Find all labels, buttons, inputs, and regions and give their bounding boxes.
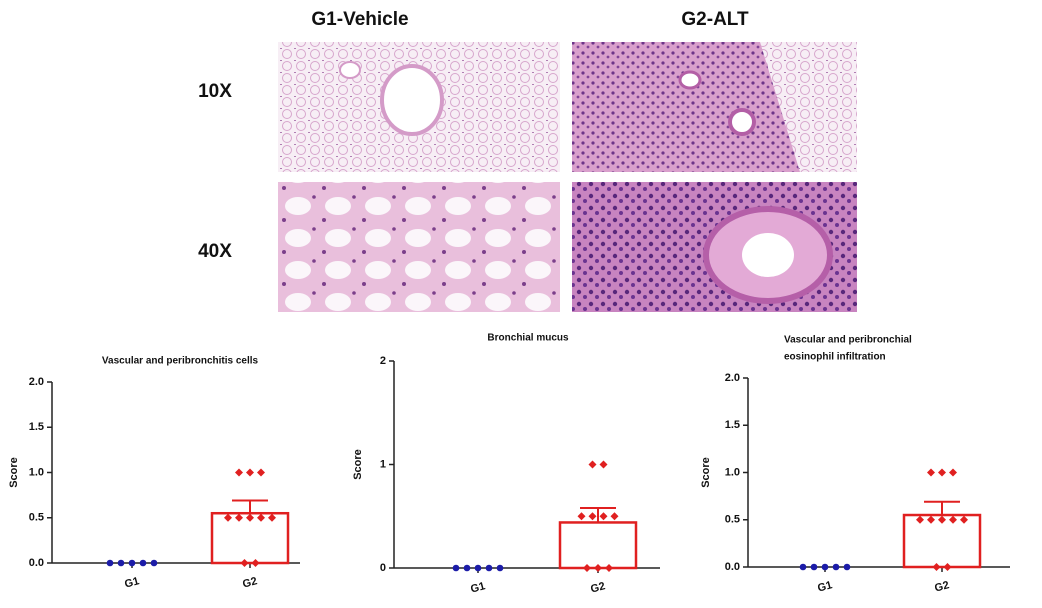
data-point: [452, 564, 460, 572]
chart-title: Vascular and peribronchial: [784, 335, 912, 346]
data-point: [599, 512, 608, 521]
data-point: [251, 559, 260, 567]
y-tick-label: 2: [380, 355, 386, 367]
data-point: [949, 515, 957, 524]
data-point: [599, 460, 608, 469]
data-point: [240, 559, 249, 567]
y-tick-label: 0.0: [725, 561, 740, 573]
chart-title: Vascular and peribronchitis cells: [102, 356, 259, 367]
data-point: [235, 468, 243, 477]
chart: Vascular and peribronchitis cells Score 0.…: [8, 356, 300, 591]
data-point: [960, 515, 968, 524]
data-point: [474, 564, 482, 572]
x-tick-label: G2: [241, 575, 258, 590]
data-point: [150, 559, 158, 567]
row-label: 40X: [198, 241, 232, 262]
column-label: G1-Vehicle: [311, 9, 408, 30]
micrograph: [572, 42, 857, 172]
row-label: 10X: [198, 81, 232, 102]
y-tick-label: 0.5: [725, 514, 740, 526]
data-point: [128, 559, 136, 567]
y-tick-label: 1: [380, 458, 386, 470]
y-axis-label: Score: [352, 449, 364, 480]
data-point: [916, 515, 924, 524]
micrograph: [278, 42, 560, 172]
data-point: [588, 460, 597, 469]
column-label: G2-ALT: [681, 9, 749, 30]
data-point: [943, 563, 952, 571]
micrograph: [278, 182, 560, 312]
data-point: [577, 512, 586, 521]
y-tick-label: 0.0: [29, 557, 44, 569]
data-point: [949, 468, 957, 477]
data-point: [810, 563, 818, 571]
x-tick-label: G2: [933, 579, 950, 594]
data-point: [932, 563, 941, 571]
data-point: [938, 468, 946, 477]
data-point: [821, 563, 829, 571]
x-tick-label: G1: [816, 579, 833, 594]
y-axis-label: Score: [8, 457, 20, 488]
y-tick-label: 1.0: [29, 466, 44, 478]
data-point: [583, 564, 591, 572]
chart: Vascular and peribronchial eosinophil inf…: [700, 335, 1010, 595]
data-point: [927, 515, 935, 524]
data-point: [832, 563, 840, 571]
data-point: [117, 559, 125, 567]
data-point: [463, 564, 471, 572]
data-point: [588, 512, 597, 521]
data-point: [246, 513, 254, 522]
data-point: [610, 512, 619, 521]
y-tick-label: 0: [380, 562, 386, 574]
data-point: [485, 564, 493, 572]
data-point: [268, 513, 276, 522]
chart-title: Bronchial mucus: [487, 333, 569, 344]
x-tick-label: G1: [123, 575, 140, 590]
data-point: [235, 513, 243, 522]
data-point: [496, 564, 504, 572]
y-axis-label: Score: [700, 457, 712, 488]
data-point: [938, 515, 946, 524]
y-tick-label: 1.5: [725, 419, 740, 431]
bar: [558, 521, 638, 570]
data-point: [106, 559, 114, 567]
chart: Bronchial mucus Score 0 1 2 G1 G2: [352, 333, 660, 596]
y-tick-label: 2.0: [29, 376, 44, 388]
x-tick-label: G1: [469, 580, 486, 595]
y-tick-label: 1.5: [29, 421, 44, 433]
y-tick-label: 1.0: [725, 466, 740, 478]
data-point: [139, 559, 147, 567]
y-tick-label: 2.0: [725, 372, 740, 384]
data-point: [224, 513, 232, 522]
chart-title: eosinophil infiltration: [784, 352, 886, 363]
data-point: [257, 513, 265, 522]
data-point: [605, 564, 613, 572]
x-tick-label: G2: [589, 580, 606, 595]
y-tick-label: 0.5: [29, 512, 44, 524]
data-point: [257, 468, 265, 477]
micrograph: [572, 182, 857, 312]
data-point: [799, 563, 807, 571]
data-point: [927, 468, 935, 477]
data-point: [246, 468, 254, 477]
data-point: [843, 563, 851, 571]
data-point: [594, 564, 602, 572]
